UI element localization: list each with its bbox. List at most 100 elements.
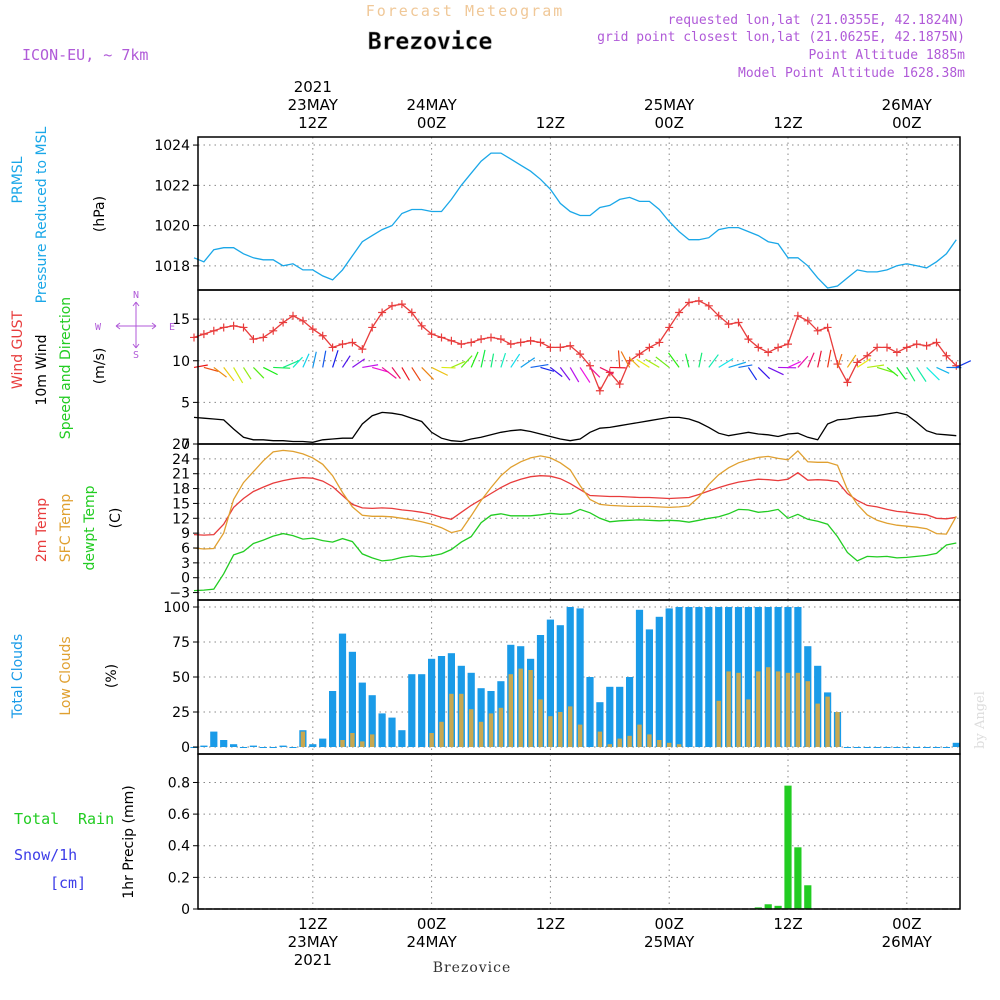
total-clouds-bar [606,686,614,747]
y-tick-label: 0 [181,902,190,918]
wind-arrow [401,367,410,381]
gust-point [506,340,515,349]
total-clouds-bar [556,625,564,747]
y-tick-label: 0.6 [168,807,190,823]
temp-sfc-line [193,449,957,550]
gust-point [348,338,357,347]
top-axis-label: 00Z [655,114,684,132]
gust-point [784,340,792,349]
top-axis-label: 00Z [892,114,921,132]
total-clouds-bar [715,607,723,747]
wind-speed-line [193,411,957,443]
precip-rain-label: Rain [78,810,114,828]
wind-arrow [886,366,899,377]
temp-2m-line [193,471,957,536]
bottom-axis-label: 23MAY [288,933,339,951]
top-axis-label: 12Z [298,114,327,132]
compass-arrows [115,301,157,349]
top-axis-label: 12Z [773,114,802,132]
wind-arrow [341,355,351,368]
gust-point [883,343,891,352]
pressure-units: (hPa) [92,196,108,232]
wind-gust-label: Wind GUST [10,310,26,389]
gust-point [863,351,872,360]
total-clouds-bar [338,633,347,747]
wind-arrow [292,356,303,368]
top-axis-label: 25MAY [644,96,695,114]
gust-point [308,325,317,334]
wind-arrow [936,366,950,374]
wind-arrow [876,366,895,374]
total-clouds-bar [329,691,337,747]
low-clouds-bar [815,703,820,747]
y-tick-label: 0 [181,740,190,756]
gust-point [397,300,406,309]
y-tick-label: 100 [163,600,190,616]
gust-point [615,380,624,389]
wind-arrow [718,357,734,368]
top-axis-label: 23MAY [288,96,339,114]
precip-snow-label: Snow/1h [14,846,77,864]
low-clouds-bar [676,744,682,747]
wind-units: (m/s) [92,348,108,385]
gust-point [249,335,258,344]
low-clouds-bar [726,671,731,747]
gust-point [942,351,951,360]
total-clouds-bar [418,674,426,747]
gust-point [704,301,713,310]
wind-arrow [956,360,972,368]
compass-rose: N S W E [95,290,175,361]
y-tick-label: 1020 [154,219,190,235]
y-tick-label: 15 [172,312,190,328]
total-clouds-bar [655,616,663,747]
y-tick-label: 1024 [154,138,190,154]
wind-arrow [896,367,907,380]
wind-arrow [520,357,536,368]
y-tick-label: 25 [172,705,190,721]
gust-point [892,348,901,357]
wind-arrow [817,350,822,368]
bottom-axis-label: 2021 [294,951,332,969]
wind-arrow [530,363,549,369]
total-clouds-bar [348,651,356,747]
wind-arrow [193,364,208,369]
gust-point [645,343,654,352]
pressure-panel: 1018 1020 1022 1024 [154,136,961,291]
bottom-axis-label: 24MAY [406,933,457,951]
gust-point [724,320,733,329]
pressure-label-1: PRMSL [10,156,26,203]
low-clouds-bar [478,721,484,747]
wind-arrow [550,366,563,378]
low-clouds-bar [667,742,672,747]
wind-arrow [617,350,621,368]
total-clouds-bar [893,747,901,748]
gust-point [556,343,565,352]
gust-point [457,340,466,349]
wind-arrow [372,366,389,373]
low-clouds-bar [449,693,454,747]
low-clouds-bar [469,709,474,747]
total-clouds-bar [695,607,703,747]
total-clouds-bar [408,674,416,747]
gust-point [576,350,585,359]
gust-point [526,336,535,345]
wind-arrow [685,353,690,368]
wind-10m-label: 10m Wind [34,334,50,405]
bottom-axis-label: 12Z [536,915,565,933]
wind-arrow [470,351,479,368]
gust-point [764,348,773,357]
wind-arrow [252,366,265,379]
compass-e: E [169,322,175,333]
wind-arrow [926,366,940,381]
wind-arrow [846,354,857,368]
bottom-axis-label: 12Z [298,915,327,933]
total-clouds-bar [269,747,277,748]
gust-point [358,345,367,354]
wind-arrow [636,358,650,368]
total-clouds-bar [626,677,634,747]
low-clouds-bar [488,713,494,747]
low-clouds-bar [548,716,553,747]
low-clouds-bar [607,744,612,747]
low-clouds-bar [637,724,642,747]
